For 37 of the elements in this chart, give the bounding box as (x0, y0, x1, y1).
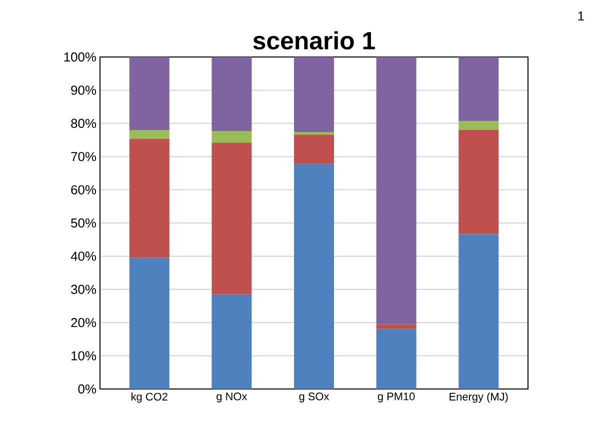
y-tick-label: 50% (71, 218, 96, 228)
y-tick-label: 20% (71, 318, 96, 328)
bar (129, 130, 170, 139)
y-tick-label: 70% (71, 152, 96, 162)
bar (294, 164, 334, 389)
y-tick-label: 90% (71, 86, 96, 95)
bar (129, 258, 170, 389)
y-tick-label: 60% (71, 185, 96, 194)
bar (458, 56, 499, 122)
x-tick-label: kg CO2 (132, 392, 168, 403)
bar (376, 324, 416, 329)
y-tick-label: 0% (78, 384, 96, 394)
bar (376, 56, 416, 324)
x-tick-label: g PM10 (378, 392, 415, 402)
bar (294, 132, 334, 135)
bar (458, 121, 499, 130)
y-tick-label: 80% (71, 118, 96, 128)
text: 1 (578, 12, 584, 20)
bar (212, 142, 252, 294)
bar (458, 234, 499, 389)
bar (376, 328, 416, 389)
bar (212, 131, 252, 143)
x-tick-label: g SOx (299, 392, 330, 402)
x-tick-label: Energy (MJ) (450, 392, 508, 403)
x-tick-label: g NOx (216, 392, 248, 402)
bar (212, 56, 252, 132)
bar (294, 134, 334, 164)
bar (129, 56, 170, 130)
bar (129, 139, 170, 258)
y-tick-label: 30% (71, 284, 96, 294)
bar (212, 294, 252, 389)
y-tick-label: 10% (72, 351, 96, 360)
bar (458, 130, 499, 234)
bar (294, 56, 334, 132)
chart-title: scenario 1 (253, 31, 375, 50)
y-tick-label: 40% (70, 252, 96, 261)
y-tick-label: 100% (64, 52, 96, 62)
